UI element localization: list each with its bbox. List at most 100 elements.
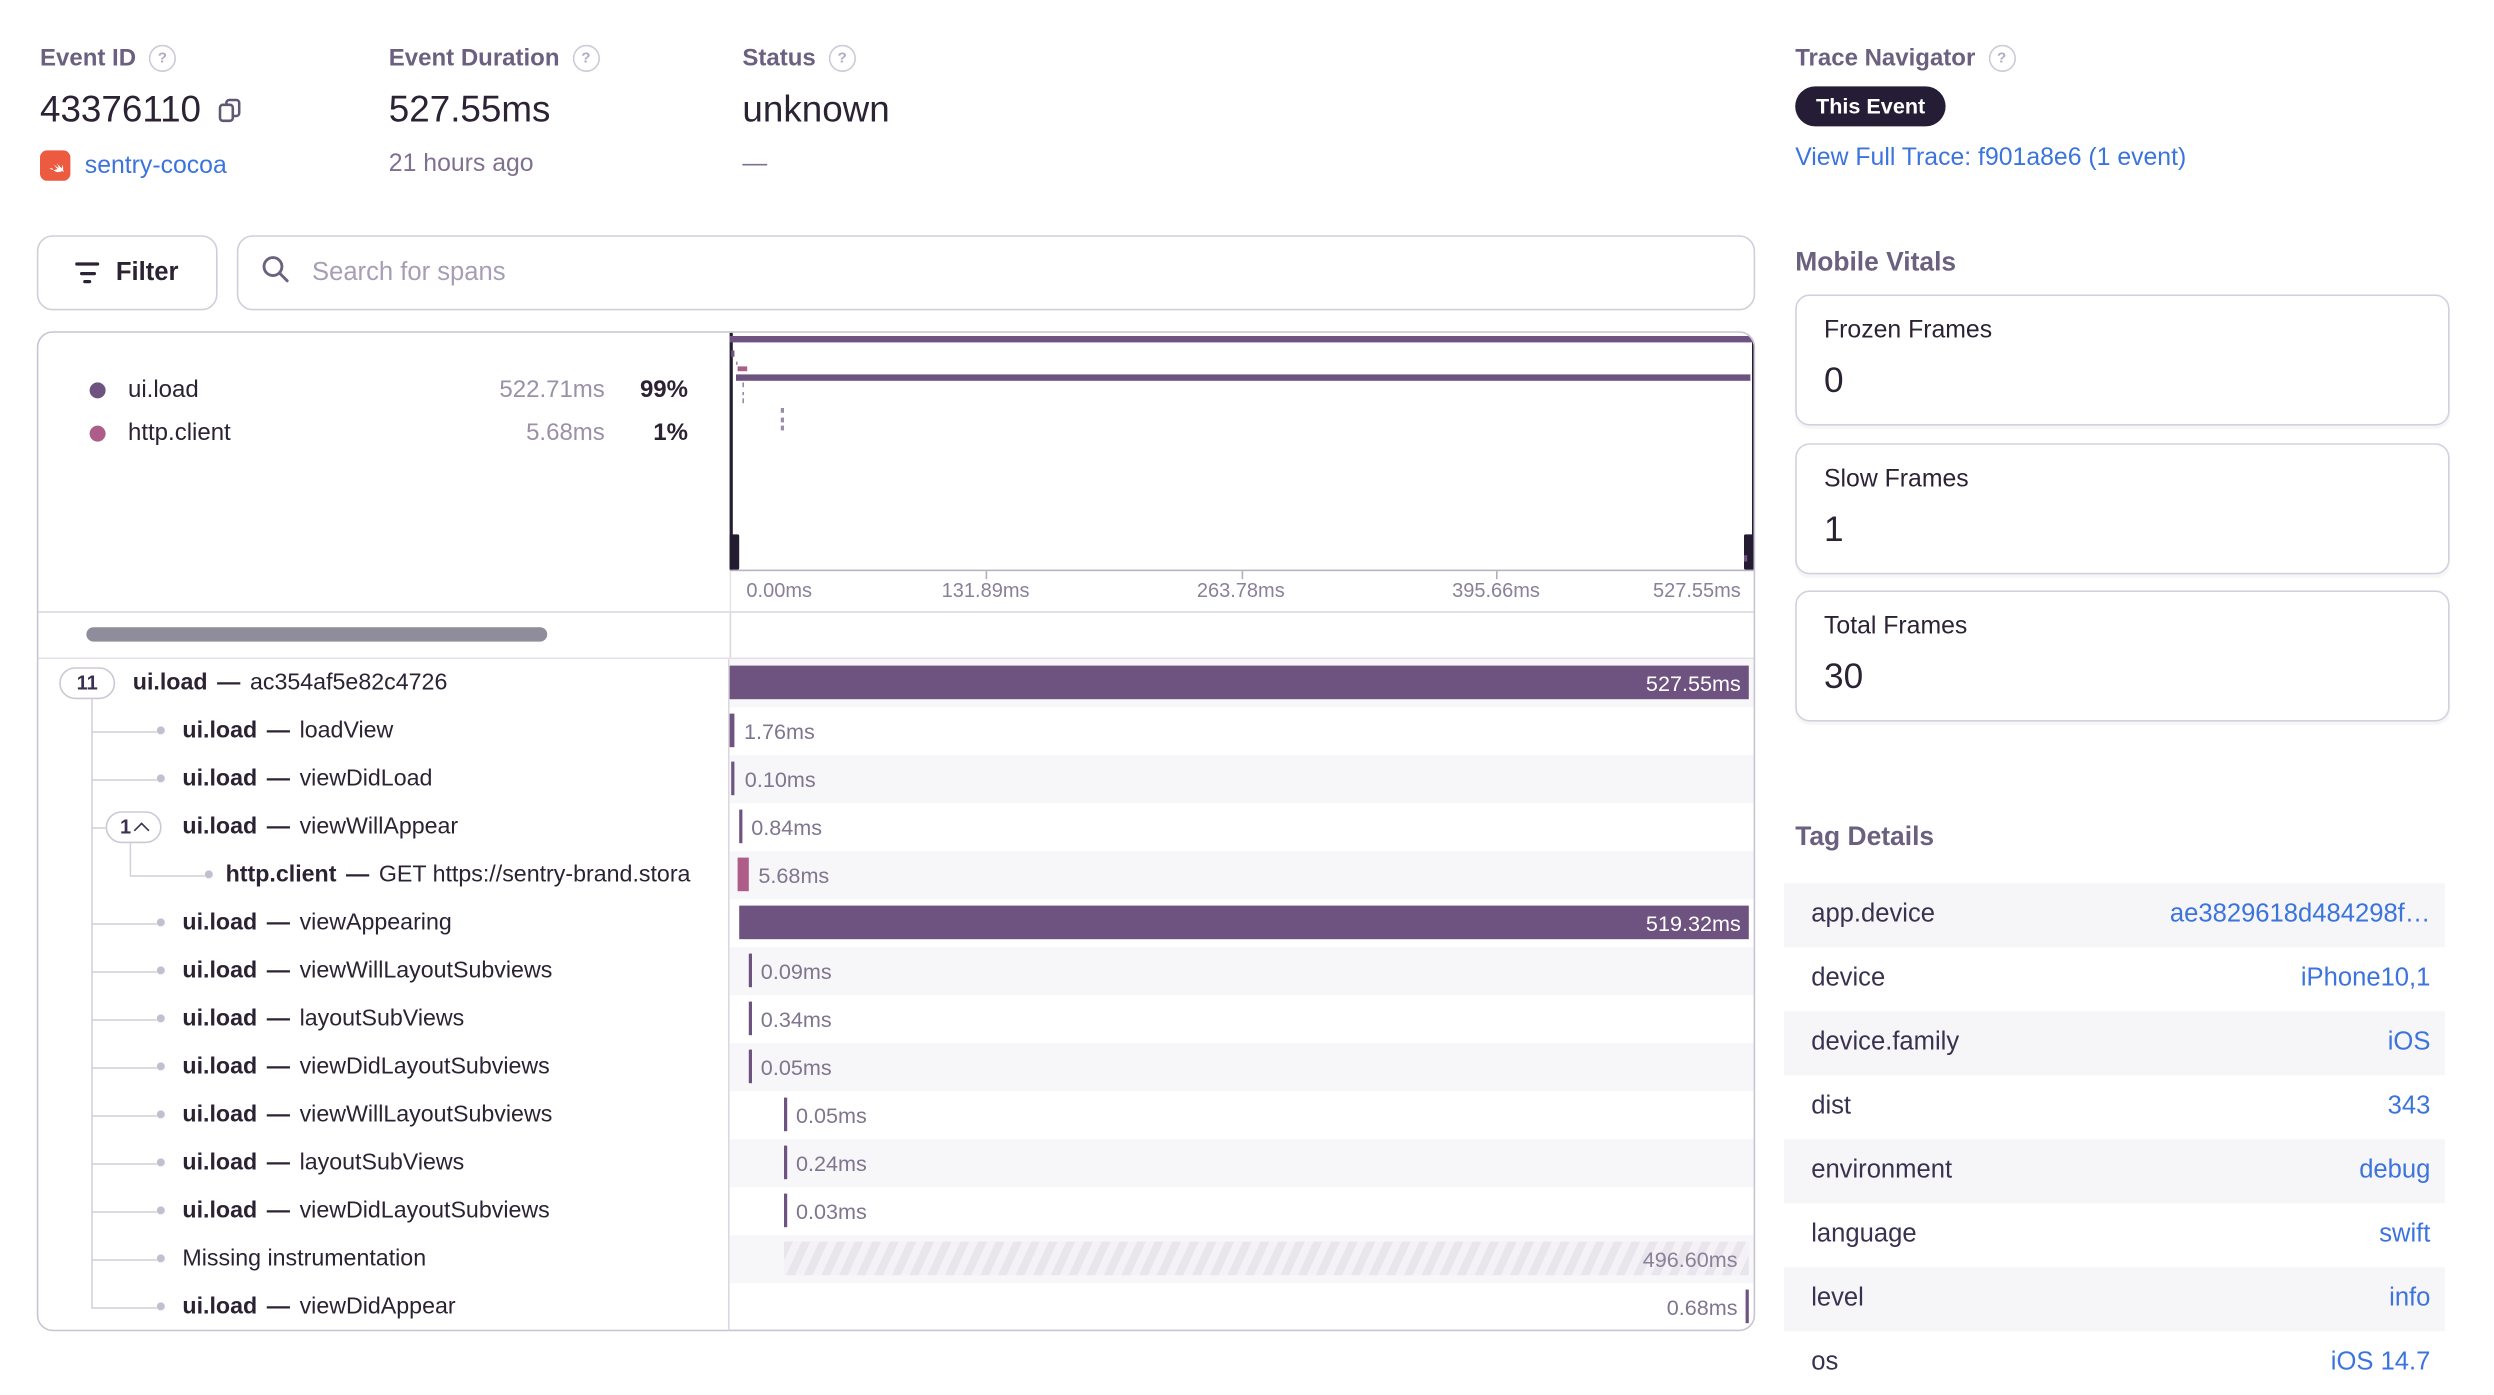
tag-value-link[interactable]: info xyxy=(2389,1284,2431,1312)
span-duration-bar[interactable] xyxy=(738,905,1749,940)
span-tree-row[interactable]: Missing instrumentation xyxy=(38,1235,728,1283)
span-tree-row[interactable]: ui.load — viewAppearing xyxy=(38,899,728,947)
span-label: ui.load — viewWillLayoutSubviews xyxy=(182,947,552,995)
span-duration-bar[interactable] xyxy=(729,665,1749,700)
tag-row: os iOS 14.7 xyxy=(1784,1331,2445,1395)
tree-node-dot xyxy=(204,870,212,879)
span-duration-bar[interactable] xyxy=(729,713,734,748)
span-tree-row[interactable]: ui.load — viewWillLayoutSubviews xyxy=(38,947,728,995)
span-bar-row[interactable]: 0.05ms xyxy=(730,1091,1754,1139)
span-description: viewDidLayoutSubviews xyxy=(299,1198,550,1224)
span-duration-bar[interactable] xyxy=(738,809,742,844)
mobile-vitals-heading: Mobile Vitals xyxy=(1795,248,1957,277)
span-op: ui.load xyxy=(182,718,258,744)
span-duration-bar[interactable] xyxy=(1745,1289,1749,1324)
span-bar-row[interactable]: 496.60ms xyxy=(729,1235,1754,1284)
span-tree-row[interactable]: http.client — GET https://sentry-brand.sto… xyxy=(38,851,728,899)
search-icon xyxy=(261,254,291,292)
minimap-span-mark xyxy=(729,335,1754,342)
span-tree-row[interactable]: ui.load — viewDidLoad xyxy=(38,755,728,803)
span-bar-row[interactable]: 0.84ms xyxy=(730,803,1754,851)
span-duration-bar[interactable] xyxy=(783,1145,787,1180)
help-icon[interactable]: ? xyxy=(1988,44,2016,72)
help-icon[interactable]: ? xyxy=(148,44,177,72)
tree-connector-line xyxy=(91,1018,157,1021)
span-tree-row[interactable]: ui.load — viewDidLayoutSubviews xyxy=(38,1043,728,1091)
span-duration-bar[interactable] xyxy=(748,1001,752,1036)
tag-value-link[interactable]: swift xyxy=(2379,1220,2431,1248)
span-bar-row[interactable]: 0.09ms xyxy=(729,947,1754,996)
span-bar-row[interactable]: 527.55ms xyxy=(729,659,1754,708)
tag-value-link[interactable]: 343 xyxy=(2387,1092,2431,1120)
help-icon[interactable]: ? xyxy=(572,44,600,72)
span-duration-bar[interactable] xyxy=(731,761,735,796)
filter-icon xyxy=(75,262,100,284)
span-op: ui.load xyxy=(182,1150,258,1176)
minimap-span-mark xyxy=(741,391,744,396)
span-duration-bar[interactable] xyxy=(783,1241,1749,1276)
span-tree-row[interactable]: ui.load — viewDidAppear xyxy=(38,1283,728,1329)
tree-connector-line xyxy=(91,1066,157,1069)
tree-connector-line xyxy=(91,1162,157,1165)
span-children-toggle[interactable]: 1 xyxy=(105,811,162,844)
copy-icon[interactable] xyxy=(217,97,243,123)
span-duration-label: 0.84ms xyxy=(751,815,823,840)
filter-button[interactable]: Filter xyxy=(36,235,218,311)
vital-label: Total Frames xyxy=(1824,612,1968,640)
help-icon[interactable]: ? xyxy=(828,44,856,72)
minimap-right-handle[interactable] xyxy=(1744,534,1754,570)
span-bar-row[interactable]: 5.68ms xyxy=(729,851,1754,900)
span-bar-row[interactable]: 0.34ms xyxy=(730,995,1754,1043)
span-duration-bar[interactable] xyxy=(748,953,752,988)
span-tree-row[interactable]: ui.load — layoutSubViews xyxy=(38,1139,728,1187)
span-tree-row[interactable]: 11 ui.load — ac354af5e82c4726 xyxy=(38,659,728,707)
span-duration-bar[interactable] xyxy=(783,1193,787,1228)
span-bar-row[interactable]: 0.24ms xyxy=(729,1139,1754,1188)
span-tree-row[interactable]: ui.load — viewDidLayoutSubviews xyxy=(38,1187,728,1235)
minimap-window-right-edge[interactable] xyxy=(1751,332,1754,570)
span-bar-row[interactable]: 0.68ms xyxy=(730,1283,1754,1329)
trace-minimap[interactable] xyxy=(729,332,1754,572)
span-label: ui.load — layoutSubViews xyxy=(182,1139,464,1187)
span-bar-row[interactable]: 0.03ms xyxy=(730,1187,1754,1235)
search-input[interactable] xyxy=(308,256,1732,289)
span-bar-row[interactable]: 0.05ms xyxy=(729,1043,1754,1092)
view-full-trace-link[interactable]: View Full Trace: f901a8e6 (1 event) xyxy=(1795,144,2187,172)
span-duration-bar[interactable] xyxy=(748,1049,752,1084)
tag-value-link[interactable]: iPhone10,1 xyxy=(2300,964,2431,992)
span-duration-label: 0.05ms xyxy=(760,1055,832,1080)
span-duration-bar[interactable] xyxy=(737,857,749,892)
span-tree-row[interactable]: ui.load — loadView xyxy=(38,707,728,755)
tag-value-link[interactable]: iOS 14.7 xyxy=(2330,1348,2431,1376)
horizontal-scrollbar[interactable] xyxy=(86,627,548,642)
span-duration-label: 0.03ms xyxy=(796,1199,867,1224)
span-op: ui.load xyxy=(182,910,258,936)
span-bar-row[interactable]: 0.10ms xyxy=(729,755,1754,804)
span-tree-row[interactable]: ui.load — viewWillLayoutSubviews xyxy=(38,1091,728,1139)
span-bar-row[interactable]: 1.76ms xyxy=(729,707,1754,755)
tree-scrollbar-strip xyxy=(38,612,1754,660)
tag-row: dist 343 xyxy=(1784,1075,2445,1139)
span-separator: — xyxy=(217,670,241,696)
span-separator: — xyxy=(266,1006,290,1032)
status-label: Status xyxy=(742,44,816,72)
span-op: ui.load xyxy=(182,1294,258,1320)
span-tree-row[interactable]: ui.load — layoutSubViews xyxy=(38,995,728,1043)
tag-value-link[interactable]: iOS xyxy=(2387,1028,2431,1056)
span-op: ui.load xyxy=(182,1198,258,1224)
vital-value: 0 xyxy=(1824,360,1844,400)
span-tree-row[interactable]: 1 ui.load — viewWillAppear xyxy=(38,803,728,851)
minimap-window-left-edge[interactable] xyxy=(729,332,732,570)
tag-row: device.family iOS xyxy=(1784,1011,2445,1076)
span-description: GET https://sentry-brand.stora xyxy=(378,862,691,888)
span-duration-bar[interactable] xyxy=(783,1097,787,1132)
this-event-badge[interactable]: This Event xyxy=(1795,86,1947,127)
project-link[interactable]: sentry-cocoa xyxy=(84,151,227,179)
axis-tick-label: 527.55ms xyxy=(1652,579,1741,602)
minimap-left-handle[interactable] xyxy=(729,534,740,570)
tag-value-link[interactable]: ae3829618d484298f… xyxy=(2169,900,2431,928)
span-children-toggle[interactable]: 11 xyxy=(59,667,116,700)
tag-details-table: app.device ae3829618d484298f… device iPh… xyxy=(1784,883,2445,1395)
span-bar-row[interactable]: 519.32ms xyxy=(730,899,1754,947)
tag-value-link[interactable]: debug xyxy=(2359,1156,2431,1184)
